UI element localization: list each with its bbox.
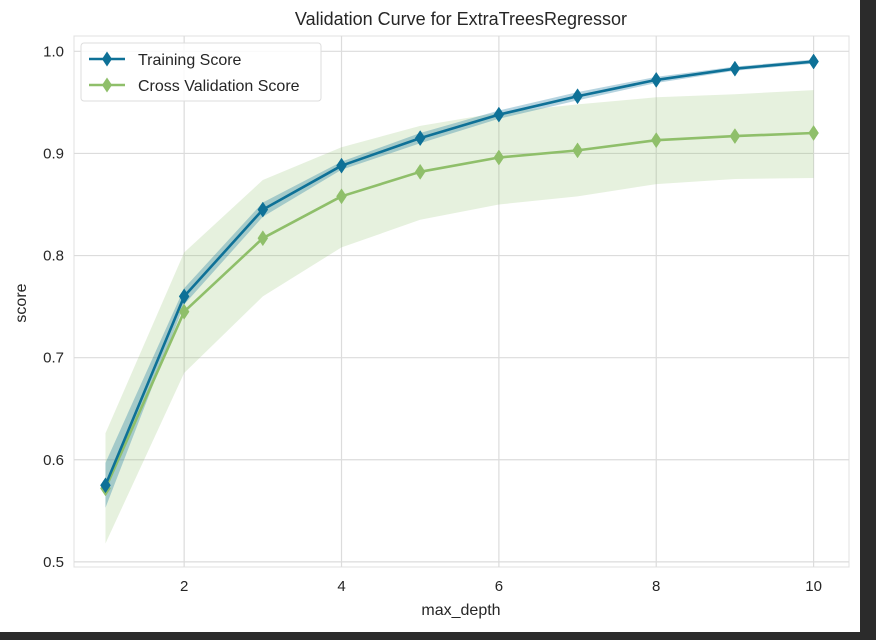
data-point-training (572, 88, 583, 105)
data-point-training (493, 106, 505, 123)
data-point-training (650, 71, 662, 88)
confidence-band-cross-validation (105, 90, 814, 544)
data-point-training (100, 477, 111, 494)
data-point-cross-validation (650, 132, 662, 149)
x-axis-label: max_depth (421, 602, 500, 619)
data-point-cross-validation (336, 188, 347, 205)
data-point-training (808, 53, 819, 70)
data-point-cross-validation (493, 149, 505, 166)
legend-marker-training (102, 51, 112, 67)
data-point-cross-validation (572, 142, 583, 159)
series-markers (100, 53, 819, 497)
y-axis-label: score (13, 283, 30, 322)
series-line-training (104, 60, 814, 486)
data-point-training (178, 288, 190, 305)
data-point-cross-validation (257, 230, 269, 247)
data-point-training (336, 157, 347, 174)
chart-legend: Training Score Cross Validation Score (80, 42, 322, 102)
y-tick-label: 0.5 (43, 554, 64, 571)
legend-label-cross-validation: Cross Validation Score (138, 78, 300, 95)
window-frame-bottom (0, 632, 876, 640)
legend-label-training: Training Score (138, 52, 242, 69)
y-tick-label: 0.9 (43, 145, 64, 162)
chart-title: Validation Curve for ExtraTreesRegressor (295, 9, 627, 29)
y-tick-label: 0.8 (43, 248, 64, 265)
data-point-cross-validation (729, 128, 741, 145)
legend-box (80, 42, 322, 102)
data-point-training (257, 201, 269, 218)
data-point-cross-validation (808, 125, 819, 141)
window-frame-right (860, 0, 876, 640)
x-axis-ticks: 2 4 6 8 10 (180, 578, 822, 595)
x-tick-label: 4 (337, 578, 345, 595)
y-tick-label: 0.6 (43, 452, 64, 469)
legend-marker-cross-validation (102, 77, 112, 93)
y-tick-label: 1.0 (43, 43, 64, 60)
series-lines (104, 60, 814, 489)
data-point-cross-validation (414, 163, 426, 180)
data-point-training (729, 60, 741, 77)
y-axis-ticks: 0.5 0.6 0.7 0.8 0.9 1.0 (43, 43, 64, 571)
x-tick-label: 2 (180, 578, 188, 595)
x-tick-label: 6 (495, 578, 503, 595)
y-tick-label: 0.7 (43, 350, 64, 367)
x-tick-label: 10 (805, 578, 822, 595)
data-point-training (414, 130, 426, 147)
series-line-cross-validation (104, 131, 814, 489)
validation-curve-chart: 2 4 6 8 10 0.5 0.6 0.7 0.8 0.9 1.0 Validation Cur… (13, 9, 850, 619)
data-point-cross-validation (178, 303, 190, 320)
x-tick-label: 8 (652, 578, 660, 595)
confidence-bands (105, 59, 814, 544)
